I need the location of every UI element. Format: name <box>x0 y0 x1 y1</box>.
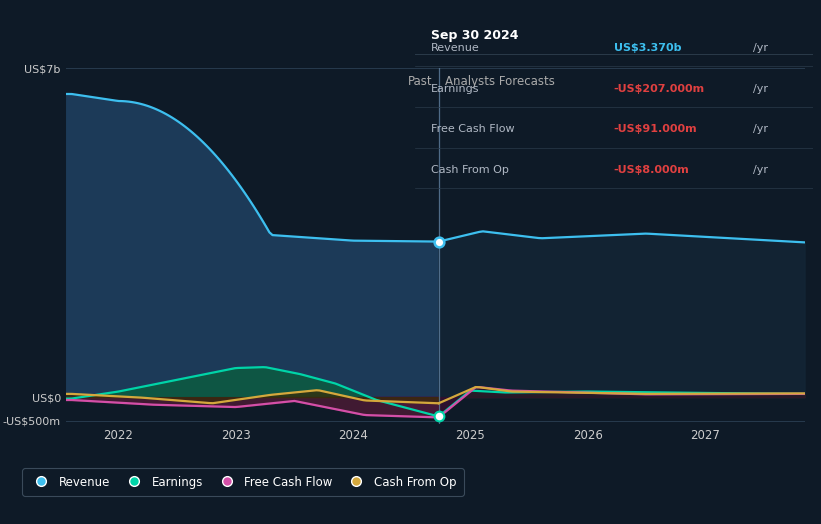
Legend: Revenue, Earnings, Free Cash Flow, Cash From Op: Revenue, Earnings, Free Cash Flow, Cash … <box>22 468 464 496</box>
Text: /yr: /yr <box>753 84 768 94</box>
Text: Analysts Forecasts: Analysts Forecasts <box>444 75 554 88</box>
Text: Past: Past <box>408 75 433 88</box>
Text: Sep 30 2024: Sep 30 2024 <box>430 29 518 42</box>
Text: US$3.370b: US$3.370b <box>614 43 681 53</box>
Text: /yr: /yr <box>753 124 768 134</box>
Text: /yr: /yr <box>753 165 768 175</box>
Text: /yr: /yr <box>753 43 768 53</box>
Text: Cash From Op: Cash From Op <box>430 165 508 175</box>
Text: -US$91.000m: -US$91.000m <box>614 124 697 134</box>
Text: Revenue: Revenue <box>430 43 479 53</box>
Text: Earnings: Earnings <box>430 84 479 94</box>
Text: -US$8.000m: -US$8.000m <box>614 165 690 175</box>
Text: -US$207.000m: -US$207.000m <box>614 84 704 94</box>
Text: Free Cash Flow: Free Cash Flow <box>430 124 514 134</box>
